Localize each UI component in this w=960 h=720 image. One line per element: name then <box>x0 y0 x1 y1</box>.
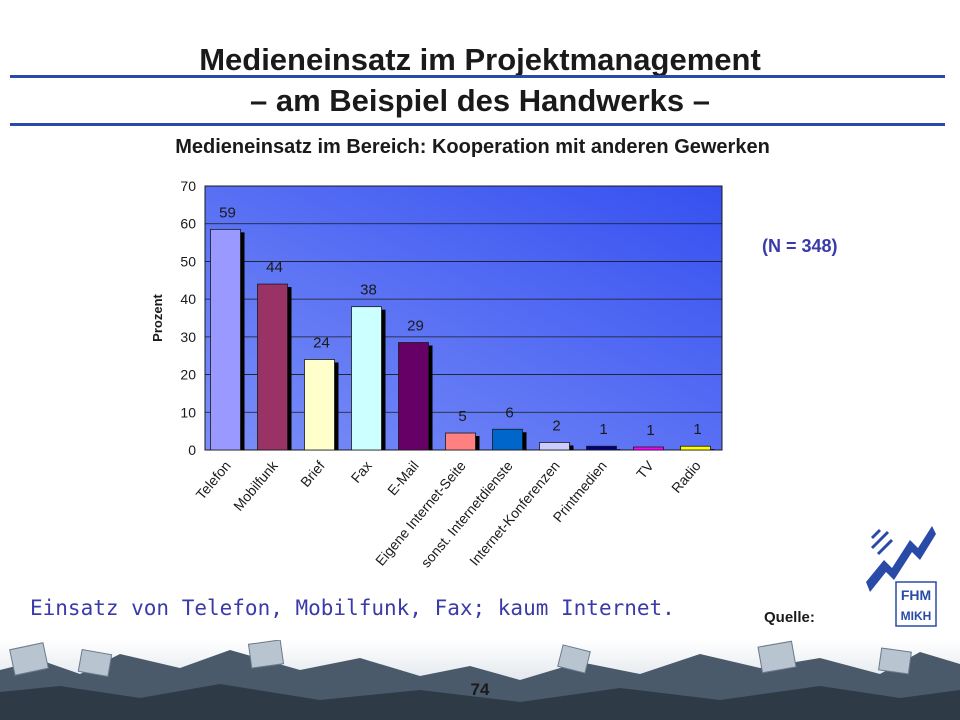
logo-text-2: MIKH <box>901 609 932 623</box>
bars: 59 44 24 38 29 5 6 2 1 1 1 <box>210 204 715 451</box>
sample-size-note: (N = 348) <box>762 236 838 256</box>
y-tick-label: 70 <box>180 178 196 194</box>
bar-value-label: 2 <box>552 417 560 434</box>
bar-value-label: 6 <box>505 404 513 421</box>
bar-value-label: 44 <box>266 259 283 276</box>
slide-title-line2: – am Beispiel des Handwerks – <box>249 83 711 118</box>
bar-value-label: 5 <box>458 408 466 425</box>
bar <box>633 446 664 451</box>
bar <box>492 428 523 451</box>
y-tick-label: 30 <box>180 329 196 345</box>
bar-chart: 0 10 20 30 40 50 60 70 59 44 24 38 29 5 6 2 1 1 1 Telefon… <box>150 178 723 571</box>
x-tick-label: Eigene Internet-Seite <box>372 457 469 568</box>
bar <box>445 432 476 451</box>
x-tick-label: Mobilfunk <box>230 457 281 514</box>
bar <box>210 228 241 451</box>
x-tick-label: Telefon <box>193 458 234 503</box>
y-tick-label: 40 <box>180 291 196 307</box>
y-tick-label: 50 <box>180 253 196 269</box>
bar <box>351 306 382 451</box>
title-rule-top <box>10 75 945 78</box>
footer-banner <box>0 640 960 720</box>
summary-text: Einsatz von Telefon, Mobilfunk, Fax; kau… <box>30 596 675 620</box>
x-tick-label: E-Mail <box>384 458 422 499</box>
x-tick-label: sonst. Internetdienste <box>417 457 515 570</box>
title-rule-bottom <box>10 123 945 126</box>
bar-value-label: 24 <box>313 334 330 351</box>
y-axis-ticks: 0 10 20 30 40 50 60 70 <box>180 178 196 458</box>
bar <box>586 445 617 451</box>
bar <box>680 445 711 451</box>
x-tick-label: TV <box>633 457 657 481</box>
source-label: Quelle: <box>764 609 815 626</box>
x-tick-label: Radio <box>668 457 704 495</box>
fhm-logo: FHM MIKH <box>866 522 937 628</box>
chart-subtitle: Medieneinsatz im Bereich: Kooperation mi… <box>175 136 770 158</box>
bar <box>398 342 429 451</box>
slide-title-line1: Medieneinsatz im Projektmanagement <box>199 42 761 77</box>
x-tick-label: Internet-Konferenzen <box>466 458 563 569</box>
y-tick-label: 20 <box>180 367 196 383</box>
bar-value-label: 38 <box>360 282 377 299</box>
x-tick-label: Brief <box>297 458 328 490</box>
y-axis-label: Prozent <box>150 293 165 341</box>
bar <box>539 442 570 451</box>
bar <box>257 283 288 451</box>
bar-value-label: 1 <box>693 421 701 438</box>
logo-text: FHM <box>901 587 931 603</box>
y-tick-label: 60 <box>180 216 196 232</box>
bar <box>304 359 335 451</box>
y-tick-label: 0 <box>188 442 196 458</box>
bar-value-label: 29 <box>407 318 424 335</box>
x-tick-label: Fax <box>348 458 375 486</box>
bar-value-label: 1 <box>646 422 654 439</box>
bar-value-label: 1 <box>599 421 607 438</box>
bar-value-label: 59 <box>219 204 236 221</box>
page-number: 74 <box>470 680 490 699</box>
y-tick-label: 10 <box>180 404 196 420</box>
